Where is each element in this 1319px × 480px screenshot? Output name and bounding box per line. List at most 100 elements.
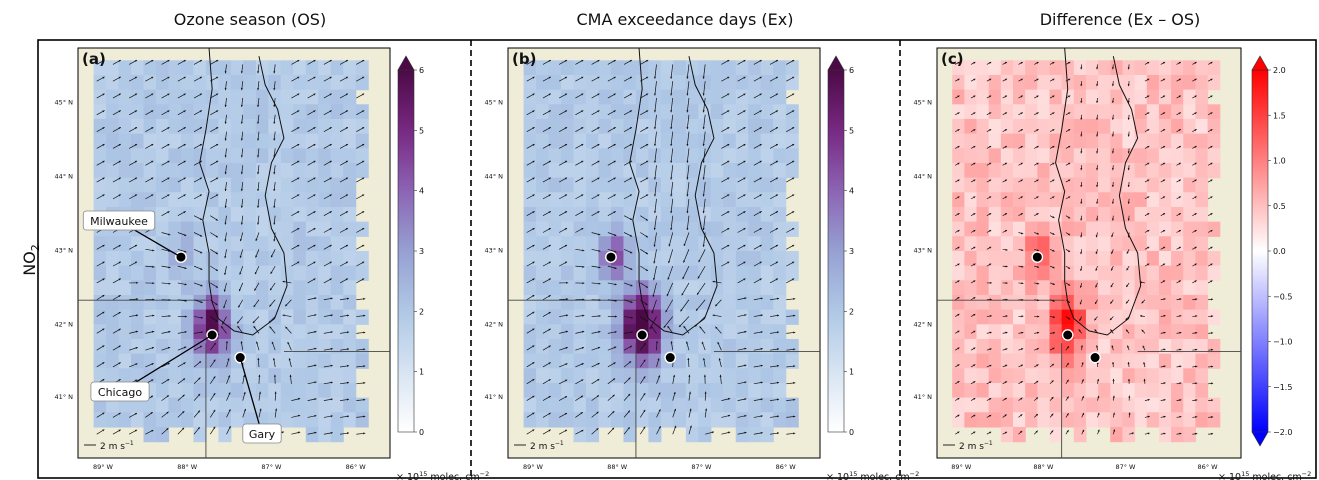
wind-arrowhead bbox=[313, 160, 316, 163]
field-cell bbox=[561, 250, 575, 267]
wind-arrowhead bbox=[791, 76, 795, 79]
wind-arrow bbox=[668, 232, 674, 247]
figure-frame bbox=[37, 39, 1317, 479]
field-cell bbox=[330, 206, 344, 223]
wind-arrowhead bbox=[957, 431, 960, 434]
wind-arrowhead bbox=[1068, 162, 1071, 165]
field-cell bbox=[976, 294, 990, 311]
field-cell bbox=[243, 353, 257, 369]
wind-arrowhead bbox=[1004, 414, 1007, 417]
wind-arrowhead bbox=[581, 160, 584, 163]
wind-arrowhead bbox=[102, 278, 105, 281]
field-cell bbox=[1098, 353, 1111, 369]
field-cell bbox=[1013, 177, 1026, 193]
wind-arrow bbox=[683, 249, 690, 263]
wind-arrowhead bbox=[1113, 429, 1116, 432]
field-cell bbox=[93, 338, 107, 355]
field-cell bbox=[964, 206, 978, 223]
wind-arrowhead bbox=[645, 110, 649, 113]
field-cell bbox=[1207, 133, 1221, 149]
field-cell bbox=[785, 412, 799, 428]
field-cells bbox=[952, 60, 1221, 443]
field-cell bbox=[1025, 236, 1038, 252]
field-cell bbox=[93, 236, 107, 252]
field-cell bbox=[106, 294, 120, 311]
wind-arrowhead bbox=[224, 239, 227, 242]
wind-arrowhead bbox=[273, 104, 276, 107]
field-cell bbox=[1085, 397, 1099, 413]
wind-arrowhead bbox=[702, 76, 705, 79]
field-cell bbox=[1183, 148, 1196, 164]
field-cell bbox=[785, 118, 799, 135]
field-cell bbox=[773, 338, 787, 355]
field-cell bbox=[673, 294, 687, 311]
wind-arrowhead bbox=[582, 330, 585, 333]
field-cell bbox=[723, 74, 737, 91]
field-cell bbox=[1158, 206, 1172, 223]
field-cell bbox=[193, 221, 207, 237]
field-cell bbox=[180, 148, 195, 164]
wind-arrowhead bbox=[532, 412, 535, 415]
field-cell bbox=[536, 382, 550, 399]
wind-arrowhead bbox=[257, 138, 260, 141]
wind-arrowhead bbox=[102, 93, 105, 96]
wind-arrowhead bbox=[688, 391, 692, 394]
field-cell bbox=[673, 397, 687, 413]
field-cell bbox=[548, 236, 562, 252]
field-cell bbox=[610, 133, 625, 149]
wind-arrowhead bbox=[256, 341, 259, 344]
wind-arrowhead bbox=[613, 144, 616, 146]
field-cell bbox=[673, 250, 687, 267]
wind-arrowhead bbox=[184, 315, 187, 318]
wind-arrowhead bbox=[102, 379, 105, 381]
field-cell bbox=[293, 382, 307, 399]
field-cell bbox=[685, 294, 699, 311]
wind-arrowhead bbox=[1111, 234, 1114, 238]
field-cell bbox=[1134, 60, 1148, 76]
wind-arrowhead bbox=[645, 285, 648, 288]
wind-arrowhead bbox=[1078, 329, 1081, 332]
field-cell bbox=[168, 397, 182, 413]
wind-arrowhead bbox=[957, 347, 960, 350]
wind-arrowhead bbox=[791, 93, 795, 96]
wind-arrowhead bbox=[532, 345, 535, 348]
field-cell bbox=[205, 353, 219, 369]
field-cell bbox=[773, 192, 787, 208]
wind-arrowhead bbox=[1163, 398, 1166, 402]
wind-arrowhead bbox=[1005, 315, 1008, 318]
field-cell bbox=[1171, 353, 1184, 369]
field-cell bbox=[1183, 265, 1196, 281]
wind-arrowhead bbox=[564, 429, 568, 432]
wind-arrowhead bbox=[727, 110, 730, 113]
wind-arrowhead bbox=[743, 110, 746, 113]
field-cell bbox=[523, 177, 537, 193]
field-cell bbox=[168, 265, 182, 281]
field-cell bbox=[785, 353, 799, 369]
wind-arrowhead bbox=[313, 110, 316, 113]
field-cell bbox=[952, 236, 965, 252]
field-cell bbox=[660, 104, 674, 120]
field-cell bbox=[343, 133, 357, 149]
colorbar-extend-max bbox=[1251, 55, 1269, 71]
field-cell bbox=[723, 162, 737, 179]
wind-arrow bbox=[665, 299, 674, 313]
wind-arrowhead bbox=[1020, 112, 1023, 115]
field-cell bbox=[355, 309, 369, 325]
field-cell bbox=[773, 265, 787, 281]
wind-arrowhead bbox=[213, 359, 216, 362]
field-cell bbox=[343, 148, 357, 164]
field-cell bbox=[268, 265, 282, 281]
wind-arrowhead bbox=[183, 60, 186, 62]
wind-arrowhead bbox=[957, 78, 960, 81]
field-cell bbox=[1110, 250, 1124, 267]
field-cell bbox=[723, 177, 737, 193]
unit-text: molec. cm bbox=[857, 472, 909, 480]
wind-arrowhead bbox=[957, 196, 960, 199]
field-cell bbox=[1158, 426, 1172, 443]
field-cell bbox=[218, 118, 232, 135]
field-cell bbox=[1025, 148, 1038, 164]
wind-arrowhead bbox=[1210, 129, 1213, 132]
wind-arrowhead bbox=[330, 364, 333, 367]
colorbar-tick-label: 0.0 bbox=[1273, 247, 1286, 256]
field-cell bbox=[1073, 309, 1087, 325]
